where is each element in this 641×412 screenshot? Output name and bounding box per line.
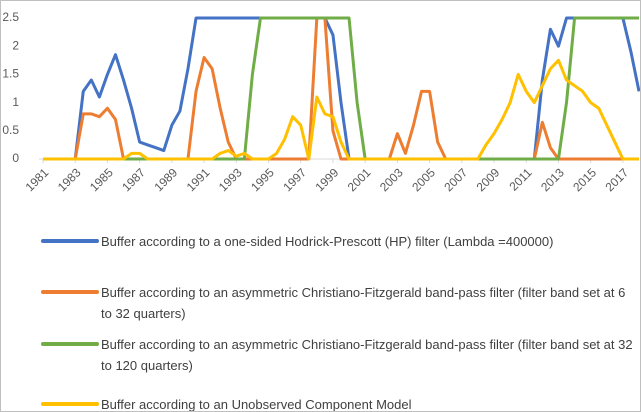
y-tick-label: 2 (12, 38, 19, 52)
y-tick-label: 0.5 (2, 123, 19, 137)
x-tick-label: 2001 (345, 165, 374, 194)
x-tick-label: 2003 (377, 165, 406, 194)
legend-swatch (41, 402, 99, 406)
x-tick-label: 1999 (313, 165, 342, 194)
legend-swatch (41, 342, 99, 346)
chart: 0 0.5 1 1.5 2 2.5 1981 1983 1985 1987 1989 1991 1993… (2, 10, 640, 194)
x-tick-label: 2009 (474, 165, 503, 194)
x-tick-label: 2013 (538, 165, 567, 194)
x-tick-label: 2007 (441, 165, 470, 194)
x-tick-label: 2015 (570, 165, 599, 194)
x-tick-label: 2011 (506, 165, 534, 193)
legend-swatch (41, 239, 99, 243)
x-tick-label: 1989 (151, 165, 180, 194)
y-tick-label: 1 (12, 95, 19, 109)
x-tick-label: 1991 (184, 165, 213, 194)
x-tick-label: 1995 (248, 165, 277, 194)
series-line (43, 16, 639, 161)
x-tick-label: 2017 (602, 165, 631, 194)
legend-label: Buffer according to a one-sided Hodrick-… (101, 234, 554, 249)
x-tick-label: 1987 (119, 165, 148, 194)
x-tick-label: 1997 (280, 165, 309, 194)
x-tick-label: 1983 (55, 165, 84, 194)
y-tick-label: 0 (12, 151, 19, 165)
x-tick-label: 1993 (216, 165, 245, 194)
legend-label: Buffer according to an asymmetric Christ… (101, 337, 633, 373)
legend-label: Buffer according to an asymmetric Christ… (101, 285, 626, 321)
lines (43, 16, 640, 161)
x-tick-label: 1985 (87, 165, 116, 194)
legend-label: Buffer according to an Unobserved Compon… (101, 397, 412, 412)
x-tick-label: 1981 (23, 165, 52, 194)
x-tick-label: 2005 (409, 165, 438, 194)
series-line (43, 16, 640, 161)
y-tick-label: 1.5 (2, 67, 19, 81)
y-tick-label: 2.5 (2, 10, 19, 24)
series-line (43, 58, 639, 161)
legend-swatch (41, 290, 99, 294)
